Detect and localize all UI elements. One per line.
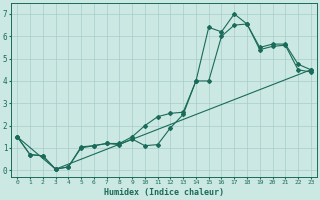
X-axis label: Humidex (Indice chaleur): Humidex (Indice chaleur)	[104, 188, 224, 197]
